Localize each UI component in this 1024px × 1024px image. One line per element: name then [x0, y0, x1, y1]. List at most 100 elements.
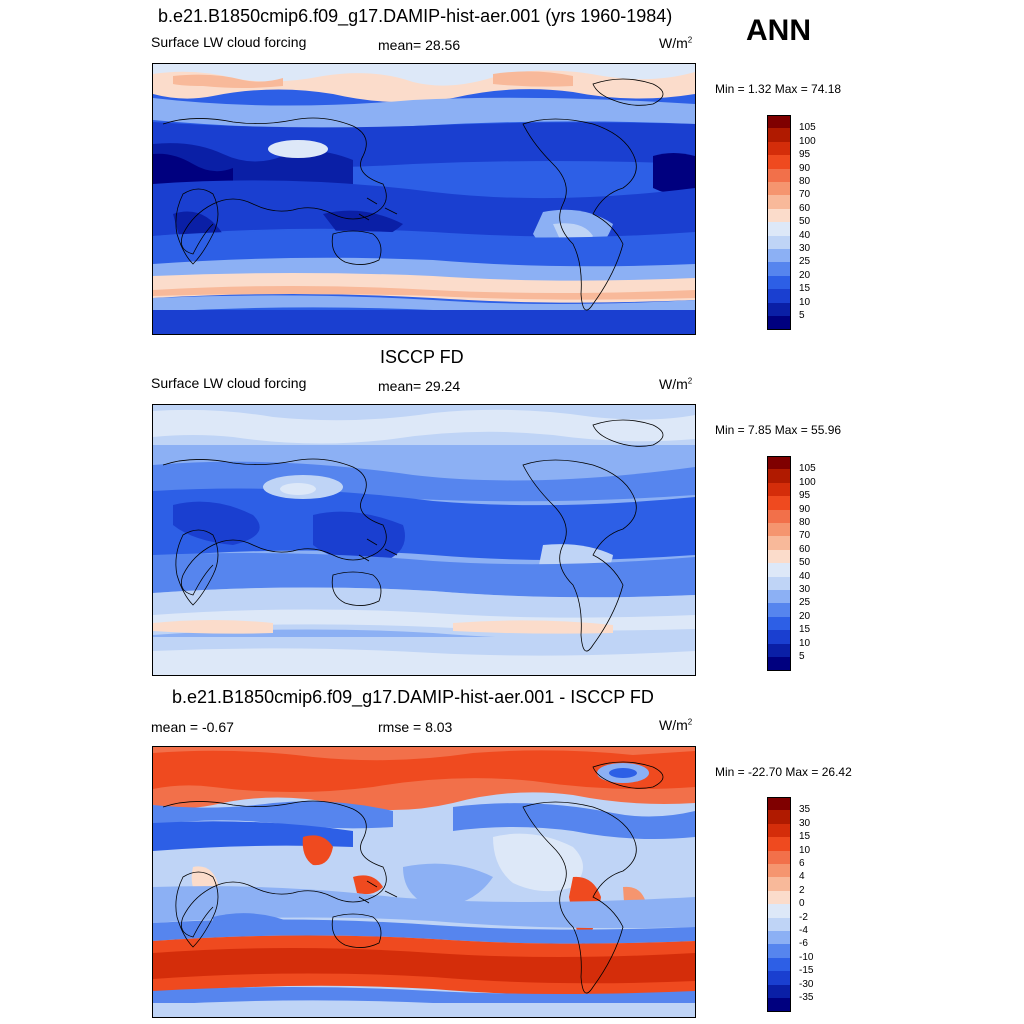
- colorbar-label: -6: [799, 938, 808, 950]
- colorbar-label: 105: [799, 122, 816, 134]
- colorbar-swatch: [767, 141, 791, 157]
- colorbar-label: 4: [799, 871, 805, 883]
- colorbar-swatch: [767, 549, 791, 565]
- colorbar-swatch: [767, 971, 791, 986]
- colorbar-swatch: [767, 904, 791, 919]
- colorbar-swatch: [767, 275, 791, 291]
- panel-3-minmax: Min = -22.70 Max = 26.42: [715, 765, 852, 779]
- colorbar-swatch: [767, 469, 791, 484]
- colorbar-label: 40: [799, 570, 811, 582]
- colorbar-swatch: [767, 877, 791, 892]
- colorbar-swatch: [767, 998, 791, 1013]
- colorbar-swatch: [767, 890, 791, 906]
- colorbar-label: -35: [799, 992, 814, 1003]
- panel-3-title: b.e21.B1850cmip6.f09_g17.DAMIP-hist-aer.…: [172, 687, 654, 707]
- colorbar-label: -2: [799, 911, 808, 923]
- colorbar-label: 25: [799, 597, 811, 609]
- colorbar-label: 6: [799, 858, 805, 869]
- season-label: ANN: [746, 14, 811, 47]
- colorbar-swatch: [767, 810, 791, 825]
- colorbar-label: 70: [799, 189, 811, 201]
- colorbar-swatch: [767, 195, 791, 210]
- colorbar-swatch: [767, 576, 791, 591]
- panel-1-minmax: Min = 1.32 Max = 74.18: [715, 82, 842, 96]
- colorbar-swatch: [767, 630, 791, 645]
- colorbar-swatch: [767, 944, 791, 959]
- colorbar-swatch: [767, 182, 791, 197]
- panel-1-mean: mean= 28.56: [378, 37, 461, 53]
- colorbar-swatch: [767, 249, 791, 264]
- colorbar-swatch: [767, 590, 791, 605]
- panel-2-map: [152, 404, 696, 676]
- panel-1-title: b.e21.B1850cmip6.f09_g17.DAMIP-hist-aer.…: [158, 6, 673, 26]
- colorbar-label: 10: [799, 637, 811, 649]
- colorbar-label: 30: [799, 584, 811, 595]
- colorbar-label: -4: [799, 925, 808, 936]
- colorbar-swatch: [767, 864, 791, 879]
- panel-1-units: W/m2: [659, 35, 693, 51]
- colorbar-label: -15: [799, 965, 814, 977]
- colorbar-swatch: [767, 536, 791, 551]
- colorbar-label: 90: [799, 503, 811, 515]
- panel-3-rmse: rmse = 8.03: [378, 719, 453, 735]
- panel-2-left-label: Surface LW cloud forcing: [151, 375, 307, 391]
- colorbar-swatch: [767, 837, 791, 852]
- colorbar-swatch: [767, 482, 791, 498]
- panel-2-minmax: Min = 7.85 Max = 55.96: [715, 423, 842, 437]
- panel-3-units: W/m2: [659, 717, 693, 733]
- colorbar-label: 50: [799, 557, 811, 569]
- colorbar-swatch: [767, 222, 791, 237]
- colorbar-swatch: [767, 823, 791, 839]
- colorbar-swatch: [767, 316, 791, 331]
- colorbar-swatch: [767, 168, 791, 183]
- panel-3-mean: mean = -0.67: [151, 719, 234, 735]
- colorbar-label: 95: [799, 149, 811, 161]
- colorbar-label: -30: [799, 978, 814, 990]
- colorbar-swatch: [767, 603, 791, 618]
- colorbar-swatch: [767, 208, 791, 224]
- colorbar-label: 105: [799, 463, 816, 475]
- colorbar-swatch: [767, 850, 791, 865]
- colorbar-label: 0: [799, 898, 805, 910]
- colorbar-swatch: [767, 128, 791, 143]
- colorbar-label: 30: [799, 243, 811, 254]
- colorbar-label: 5: [799, 310, 805, 321]
- colorbar-swatch: [767, 523, 791, 538]
- colorbar-swatch: [767, 931, 791, 946]
- colorbar-swatch: [767, 563, 791, 578]
- colorbar-label: 10: [799, 844, 811, 856]
- colorbar-label: 30: [799, 817, 811, 829]
- colorbar-label: 20: [799, 269, 811, 281]
- colorbar-swatch: [767, 155, 791, 170]
- colorbar-label: 10: [799, 296, 811, 308]
- panel-2-mean: mean= 29.24: [378, 378, 461, 394]
- colorbar-swatch: [767, 262, 791, 277]
- colorbar-label: 60: [799, 543, 811, 555]
- colorbar-label: 80: [799, 517, 811, 528]
- colorbar-swatch: [767, 957, 791, 973]
- colorbar-swatch: [767, 509, 791, 524]
- colorbar-label: 40: [799, 229, 811, 241]
- colorbar-label: 5: [799, 651, 805, 662]
- colorbar-label: 95: [799, 490, 811, 502]
- colorbar-swatch: [767, 917, 791, 932]
- colorbar-swatch: [767, 289, 791, 304]
- colorbar-label: 15: [799, 283, 811, 295]
- colorbar-label: 70: [799, 530, 811, 542]
- colorbar-label: 20: [799, 610, 811, 622]
- colorbar-swatch: [767, 496, 791, 511]
- colorbar-label: 15: [799, 831, 811, 843]
- colorbar-label: 35: [799, 804, 811, 816]
- colorbar-swatch: [767, 643, 791, 658]
- panel-1-left-label: Surface LW cloud forcing: [151, 34, 307, 50]
- panel-1-map: [152, 63, 696, 335]
- colorbar-swatch: [767, 235, 791, 250]
- colorbar-label: 100: [799, 476, 816, 488]
- colorbar-label: 60: [799, 202, 811, 214]
- colorbar-label: 90: [799, 162, 811, 174]
- colorbar-swatch: [767, 302, 791, 317]
- colorbar-swatch: [767, 984, 791, 999]
- panel-3-map: [152, 746, 696, 1018]
- colorbar-label: 50: [799, 216, 811, 228]
- panel-2-units: W/m2: [659, 376, 693, 392]
